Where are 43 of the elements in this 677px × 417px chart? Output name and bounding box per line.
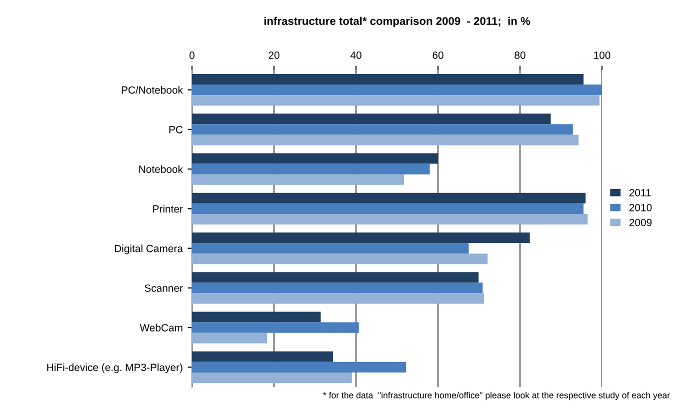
bar bbox=[192, 164, 430, 174]
bar bbox=[192, 272, 479, 283]
text: * for the data "infrastructure home/office" please look at the respective study of each year bbox=[323, 392, 670, 400]
bar bbox=[192, 192, 586, 204]
bar bbox=[192, 312, 321, 322]
bar bbox=[192, 372, 352, 384]
bar bbox=[192, 153, 438, 164]
y-tick-label: WebCam bbox=[140, 324, 182, 332]
bar bbox=[192, 243, 469, 254]
bar bbox=[192, 84, 602, 96]
bar bbox=[192, 95, 600, 106]
bar bbox=[192, 232, 530, 244]
bar bbox=[192, 124, 573, 135]
chart-title: infrastructure total* comparison 2009 - 2011; in % bbox=[264, 16, 530, 28]
bar bbox=[192, 322, 359, 333]
bar bbox=[192, 362, 406, 372]
bar bbox=[192, 203, 584, 214]
bar bbox=[192, 174, 404, 185]
x-tick-label: 40 bbox=[350, 52, 362, 59]
bar bbox=[192, 214, 588, 225]
y-tick-label: PC/Notebook bbox=[122, 86, 183, 94]
y-tick-label: Notebook bbox=[139, 165, 183, 173]
y-tick-label: HiFi-device (e.g. MP3-Player) bbox=[47, 363, 182, 374]
bar bbox=[192, 332, 268, 344]
y-tick-label: Printer bbox=[153, 204, 183, 213]
bar bbox=[192, 114, 551, 124]
x-tick-label: 80 bbox=[514, 52, 526, 59]
legend-label: 2009 bbox=[629, 218, 652, 226]
bar bbox=[192, 134, 579, 146]
y-tick-label: PC bbox=[169, 126, 183, 134]
bar bbox=[192, 74, 584, 85]
x-tick-label: 60 bbox=[432, 52, 444, 59]
bar bbox=[192, 351, 334, 362]
y-tick-label: Scanner bbox=[144, 284, 183, 292]
x-tick-label: 0 bbox=[190, 52, 194, 59]
bar bbox=[192, 282, 483, 294]
y-tick-label: Digital Camera bbox=[114, 244, 183, 254]
bar bbox=[192, 254, 488, 264]
bar bbox=[192, 293, 484, 304]
x-tick-label: 100 bbox=[594, 52, 610, 59]
legend-label: 2010 bbox=[629, 204, 652, 212]
legend-label: 2011 bbox=[629, 189, 651, 196]
x-tick-label: 20 bbox=[268, 52, 280, 59]
